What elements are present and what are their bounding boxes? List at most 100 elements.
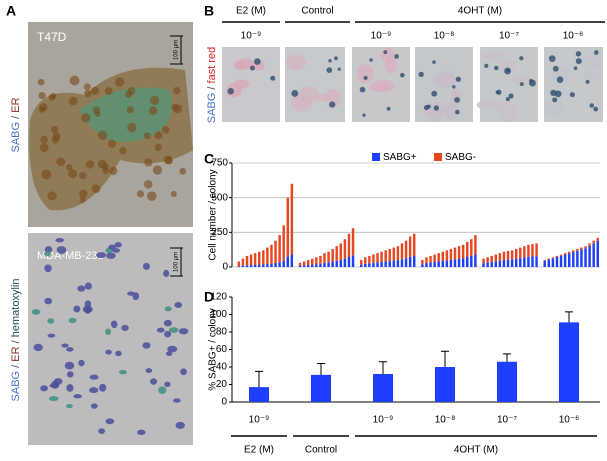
bar-segment xyxy=(567,253,571,267)
cell xyxy=(89,374,99,380)
nucleus xyxy=(52,132,61,141)
nucleus xyxy=(143,132,151,140)
stain-label: SABG / fast red xyxy=(206,47,218,123)
stain-part: SABG xyxy=(206,93,218,124)
bar-segment xyxy=(412,233,416,257)
nucleus xyxy=(47,191,57,201)
bar-segment xyxy=(551,258,555,267)
cell xyxy=(61,343,69,348)
bar-segment xyxy=(372,254,375,263)
bar-segment xyxy=(392,247,396,261)
colony xyxy=(233,59,247,70)
scale-bar xyxy=(170,247,183,277)
cell xyxy=(99,383,107,392)
bar-segment xyxy=(376,253,379,263)
bar-segment xyxy=(412,256,416,267)
bar-segment xyxy=(253,253,257,265)
group-label: 4OHT (M) xyxy=(458,6,502,17)
colony xyxy=(549,101,564,114)
cell xyxy=(84,282,92,290)
bar-segment xyxy=(506,259,510,267)
sabg-speck xyxy=(550,89,557,97)
bar xyxy=(373,374,393,402)
bar-segment xyxy=(364,263,367,267)
nucleus xyxy=(154,131,163,140)
nucleus xyxy=(91,184,101,194)
cell xyxy=(164,381,171,388)
bar-segment xyxy=(380,262,383,267)
cell xyxy=(164,306,172,312)
bar-segment xyxy=(563,254,567,267)
y-tick-label: 0 xyxy=(222,262,228,273)
bar-segment xyxy=(506,251,510,260)
bar-segment xyxy=(278,235,281,263)
cell xyxy=(163,269,170,278)
nucleus xyxy=(68,96,78,106)
bar-segment xyxy=(425,263,428,267)
cell-line: T47D xyxy=(37,30,67,44)
sabg-speck xyxy=(484,63,489,68)
bar-segment xyxy=(474,254,477,267)
cell xyxy=(89,387,99,394)
nucleus xyxy=(150,95,160,105)
bar-segment xyxy=(286,197,290,257)
bar-segment xyxy=(351,255,355,267)
sabg-stain xyxy=(80,87,172,142)
y-tick-label: 0 xyxy=(221,397,227,408)
sabg-speck xyxy=(589,103,595,108)
bar-segment xyxy=(331,248,334,262)
x-tick-label: 10⁻⁶ xyxy=(559,415,580,426)
micrograph-mda xyxy=(28,233,193,445)
bar-segment xyxy=(523,257,526,267)
bar xyxy=(311,374,331,402)
nucleus xyxy=(152,165,163,175)
bar-segment xyxy=(576,250,579,267)
bar-segment xyxy=(258,264,261,267)
bar-segment xyxy=(596,237,599,241)
bar-segment xyxy=(584,248,587,267)
bar-segment xyxy=(429,255,432,263)
group-label: E2 (M) xyxy=(244,445,274,456)
colony xyxy=(444,102,458,120)
cell xyxy=(163,319,172,327)
stain-part: SABG xyxy=(10,371,22,402)
bar-segment xyxy=(396,246,400,261)
bar-segment xyxy=(514,248,518,259)
x-tick-label: 10⁻⁹ xyxy=(373,415,394,426)
stain-part: ER xyxy=(10,346,22,361)
concentration: 10⁻⁸ xyxy=(434,31,455,42)
bar-segment xyxy=(592,243,595,267)
bar-segment xyxy=(368,263,371,267)
colony xyxy=(299,85,319,103)
cell xyxy=(127,291,135,296)
cell xyxy=(50,380,60,389)
colony xyxy=(582,70,601,82)
colony xyxy=(312,93,338,102)
stain-part: SABG xyxy=(10,122,22,153)
stain-part: ER xyxy=(10,97,22,112)
bar-segment xyxy=(327,262,330,267)
bar-segment xyxy=(241,265,245,267)
sabg-speck xyxy=(326,67,333,73)
nucleus xyxy=(41,169,52,180)
cell xyxy=(118,369,127,375)
cell xyxy=(73,394,82,399)
y-tick-label: 120 xyxy=(210,292,227,303)
bar-segment xyxy=(315,257,318,265)
bar-segment xyxy=(392,260,396,267)
bar-segment xyxy=(433,262,436,267)
nucleus xyxy=(91,86,100,95)
y-tick-label: 250 xyxy=(211,227,228,238)
stain-part: / xyxy=(10,113,22,122)
nucleus xyxy=(149,106,158,115)
nucleus xyxy=(136,190,145,198)
sabg-speck xyxy=(227,88,234,95)
cell xyxy=(78,359,85,367)
nucleus xyxy=(179,167,187,175)
bar-segment xyxy=(286,256,290,267)
bar-segment xyxy=(510,259,514,267)
bar-segment xyxy=(470,239,473,256)
bar-segment xyxy=(457,258,461,267)
nucleus xyxy=(81,113,91,123)
bar-segment xyxy=(306,260,310,265)
